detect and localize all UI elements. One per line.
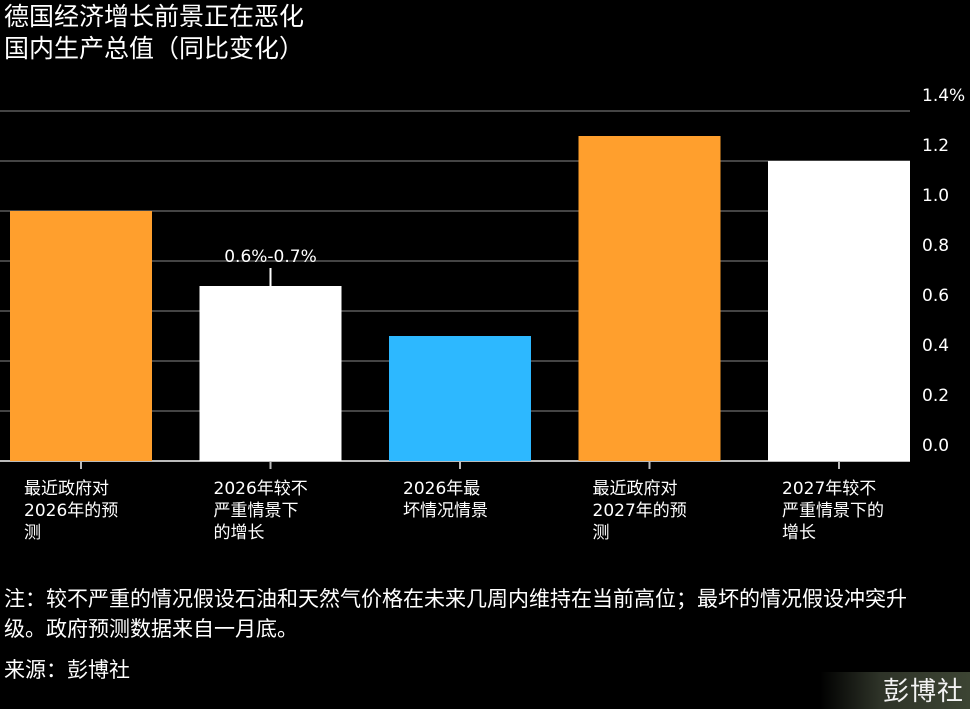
y-tick-label: 1.4%	[922, 86, 965, 106]
footnote: 注：较不严重的情况假设石油和天然气价格在未来几周内维持在当前高位；最坏的情况假设…	[4, 587, 907, 641]
bar-1	[10, 211, 152, 461]
category-label: 最近政府对 2027年的预 测	[592, 479, 687, 543]
y-tick-label: 1.0	[922, 186, 949, 206]
annotations: 0.6%-0.7%	[224, 247, 317, 286]
y-tick-label: 0.8	[922, 236, 949, 256]
y-tick-label: 1.2	[922, 136, 949, 156]
bloomberg-logo: 彭博社	[882, 677, 964, 707]
bar-3	[389, 336, 531, 461]
source-line: 来源：彭博社	[4, 658, 130, 682]
category-label: 2026年较不 严重情景下 的增长	[213, 479, 308, 543]
y-axis-ticks: 0.0 0.2 0.4 0.6 0.8 1.0 1.2 1.4%	[922, 86, 965, 456]
category-label: 2027年较不 严重情景下的 增长	[782, 479, 884, 543]
y-tick-label: 0.2	[922, 386, 949, 406]
logo-background	[820, 672, 970, 709]
bar-5	[768, 161, 910, 461]
range-annotation-label: 0.6%-0.7%	[224, 247, 317, 267]
bar-2	[199, 286, 342, 461]
bars	[10, 136, 910, 469]
category-label: 2026年最 坏情况情景	[403, 479, 488, 521]
chart-title: 德国经济增长前景正在恶化	[4, 2, 305, 31]
bar-4	[578, 136, 721, 461]
y-tick-label: 0.6	[922, 286, 949, 306]
y-tick-label: 0.4	[922, 336, 949, 356]
category-label: 最近政府对 2026年的预 测	[24, 479, 119, 543]
chart-subtitle: 国内生产总值（同比变化）	[4, 34, 305, 63]
bar-chart: 0.0 0.2 0.4 0.6 0.8 1.0 1.2 1.4% 0.6%-0.7%	[0, 86, 965, 469]
y-tick-label: 0.0	[922, 436, 949, 456]
